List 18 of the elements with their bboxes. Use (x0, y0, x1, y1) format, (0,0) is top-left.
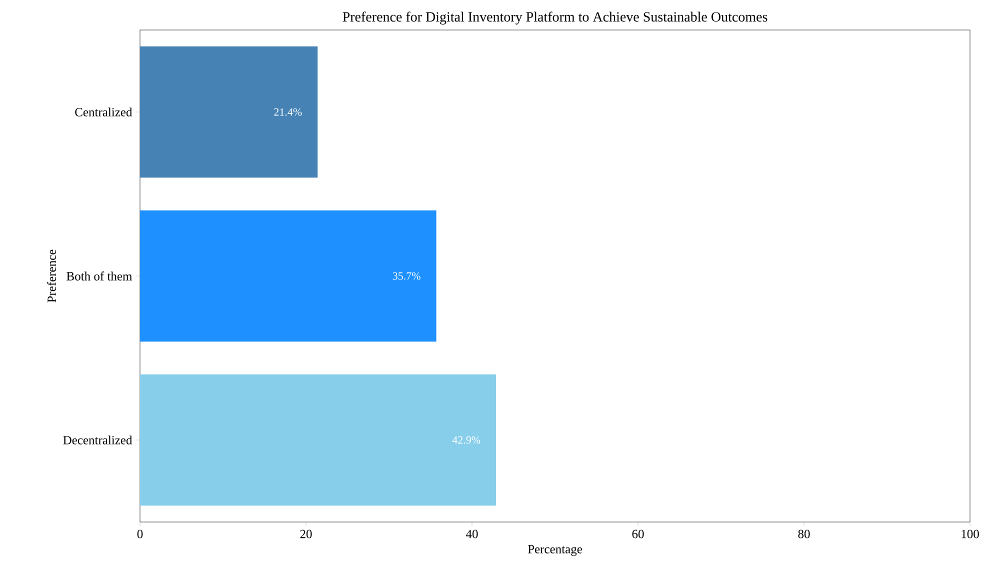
y-tick-label: Both of them (66, 272, 132, 280)
x-tick-label: 20 (300, 530, 312, 538)
bar (140, 46, 318, 178)
x-tick-label: 100 (962, 530, 979, 538)
x-axis-title: Percentage (528, 545, 582, 556)
data-label: 21.4% (274, 108, 302, 116)
y-axis-title: Preference (47, 250, 56, 302)
data-label: 35.7% (392, 272, 420, 280)
y-tick-label: Centralized (75, 108, 132, 116)
y-tick-label: Decentralized (63, 436, 132, 444)
x-tick-label: 60 (632, 530, 644, 538)
chart-title: Preference for Digital Inventory Platform to Achieve Sustainable Outcomes (342, 12, 768, 24)
bar (140, 210, 436, 342)
x-tick-label: 80 (798, 530, 810, 538)
data-label: 42.9% (452, 436, 480, 444)
x-tick-label: 40 (466, 530, 478, 538)
bar (140, 374, 496, 506)
x-tick-label: 0 (137, 530, 143, 538)
